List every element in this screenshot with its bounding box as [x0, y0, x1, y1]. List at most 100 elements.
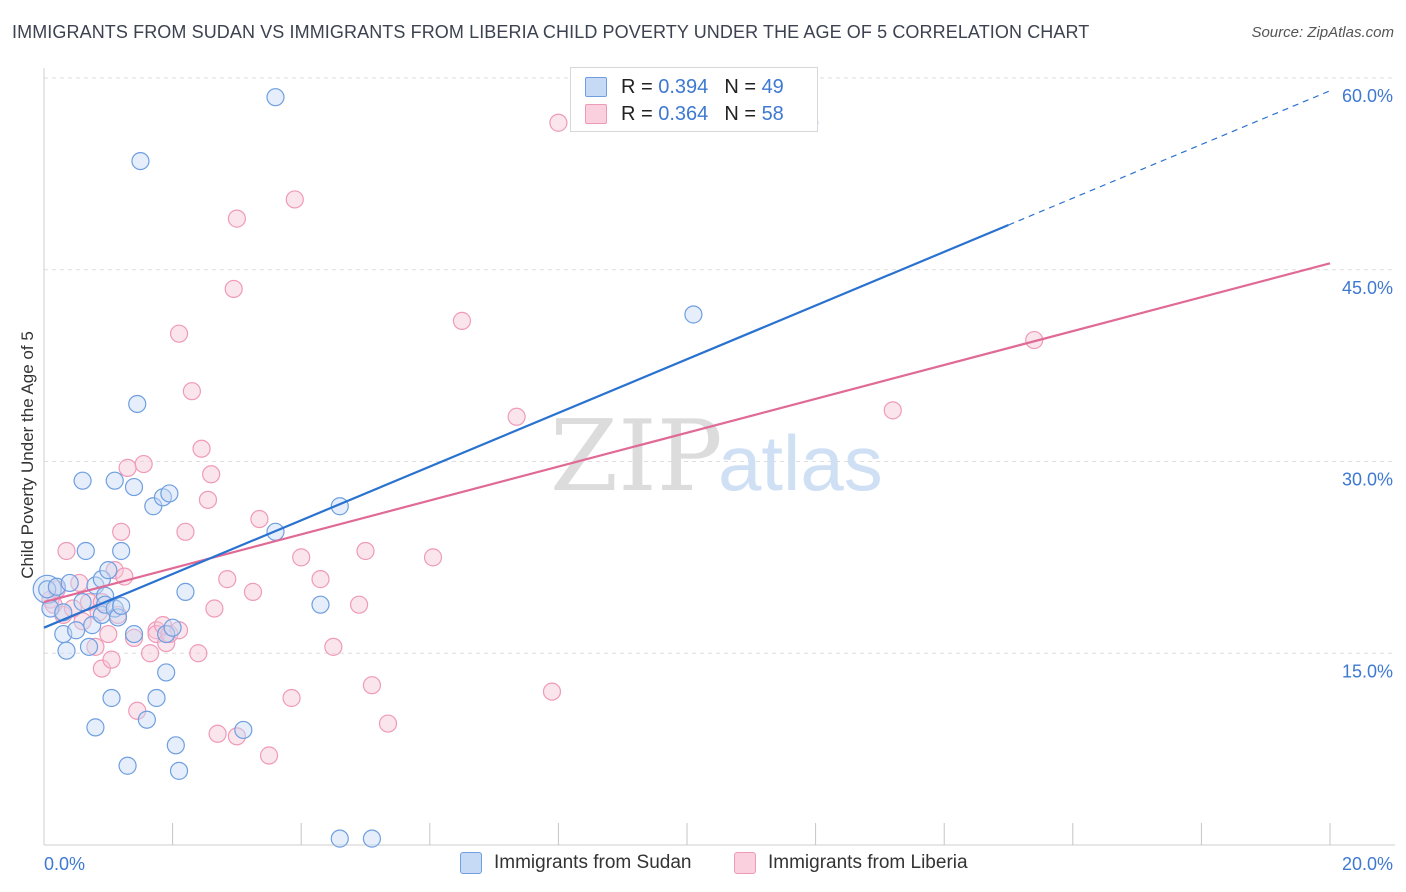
- legend-n-label: N =: [724, 102, 756, 125]
- sudan-point: [32, 574, 62, 604]
- y-tick-label: 30.0%: [1342, 470, 1393, 490]
- legend-item-liberia[interactable]: Immigrants from Liberia: [734, 852, 968, 874]
- legend-item-sudan[interactable]: Immigrants from Sudan: [460, 852, 691, 874]
- legend-r-label: R =: [621, 102, 653, 125]
- tick-labels: 15.0% 30.0% 45.0% 60.0% 0.0% 20.0%: [44, 86, 1393, 874]
- liberia-point: [285, 190, 304, 209]
- legend-label-liberia: Immigrants from Liberia: [768, 852, 968, 873]
- liberia-point: [118, 458, 137, 477]
- sudan-point: [234, 720, 253, 740]
- sudan-point: [684, 305, 703, 324]
- sudan-point: [166, 736, 185, 755]
- x-tick-label: 0.0%: [44, 854, 85, 874]
- liberia-point: [362, 676, 382, 695]
- legend-n-label: N =: [724, 75, 756, 98]
- liberia-point: [134, 454, 153, 474]
- liberia-point: [124, 628, 144, 648]
- sudan-point: [79, 637, 99, 656]
- y-tick-label: 15.0%: [1342, 661, 1393, 681]
- chart-title: IMMIGRANTS FROM SUDAN VS IMMIGRANTS FROM…: [12, 22, 1090, 42]
- sudan-point: [76, 541, 95, 561]
- liberia-swatch: [585, 104, 607, 124]
- liberia-point: [452, 311, 472, 330]
- sudan-point: [112, 541, 131, 561]
- legend-r-value: 0.394: [658, 75, 709, 98]
- liberia-point: [542, 682, 562, 701]
- liberia-point: [112, 522, 131, 541]
- liberia-point: [378, 714, 398, 733]
- liberia-point: [176, 522, 195, 541]
- watermark-zip: ZIP: [550, 400, 723, 514]
- sudan-point: [131, 151, 150, 171]
- liberia-point: [192, 439, 211, 458]
- legend-row-sudan: R = 0.394 N = 49: [585, 74, 784, 100]
- sudan-point: [176, 582, 195, 601]
- liberia-point: [86, 637, 105, 656]
- correlation-legend: R = 0.394 N = 49 R = 0.364 N = 58: [570, 67, 818, 132]
- sudan-point: [169, 761, 189, 780]
- series-legend: Immigrants from Sudan Immigrants from Li…: [0, 852, 1406, 878]
- sudan-point: [124, 624, 144, 644]
- sudan-swatch: [585, 77, 607, 97]
- liberia-point: [423, 548, 443, 567]
- sudan-trend-line: [43, 223, 1009, 629]
- liberia-point: [73, 612, 92, 631]
- liberia-point: [311, 570, 330, 589]
- sudan-point: [99, 561, 118, 580]
- sudan-point: [128, 394, 147, 414]
- sudan-point: [147, 688, 166, 708]
- sudan-point: [266, 88, 285, 107]
- liberia-point: [218, 570, 237, 589]
- watermark-atlas: atlas: [718, 419, 883, 507]
- sudan-point: [105, 471, 124, 490]
- sudan-point: [362, 829, 382, 848]
- sudan-point: [137, 710, 156, 729]
- axes: [43, 68, 1395, 846]
- liberia-point: [324, 637, 343, 656]
- liberia-point: [292, 548, 311, 567]
- y-tick-label: 45.0%: [1342, 278, 1393, 298]
- liberia-point: [208, 724, 227, 743]
- liberia-point: [259, 746, 279, 765]
- y-axis-label: Child Poverty Under the Age of 5: [18, 331, 37, 579]
- liberia-point: [57, 541, 76, 561]
- sudan-point: [54, 603, 73, 622]
- liberia-point: [549, 113, 568, 132]
- legend-n-value: 58: [761, 102, 784, 125]
- liberia-point: [99, 624, 118, 644]
- trend-lines: [43, 90, 1331, 629]
- liberia-point: [102, 650, 121, 669]
- sudan-point: [118, 756, 137, 775]
- sudan-point: [102, 688, 121, 708]
- liberia-points: [41, 113, 1044, 765]
- liberia-point: [349, 595, 369, 614]
- x-tick-label: 20.0%: [1342, 854, 1393, 874]
- legend-n-value: 49: [761, 75, 784, 98]
- y-tick-label: 60.0%: [1342, 86, 1393, 106]
- liberia-point: [169, 324, 189, 343]
- sudan-point: [86, 718, 105, 737]
- liberia-point: [356, 541, 375, 561]
- liberia-point: [198, 490, 218, 509]
- sudan-point: [112, 596, 131, 616]
- source-label: Source: ZipAtlas.com: [1251, 24, 1394, 41]
- legend-label-sudan: Immigrants from Sudan: [494, 852, 692, 873]
- liberia-point: [140, 644, 160, 663]
- liberia-point: [182, 382, 201, 401]
- liberia-point: [227, 209, 246, 228]
- sudan-point: [108, 608, 128, 627]
- sudan-trend-extension: [1008, 90, 1331, 226]
- sudan-point: [124, 477, 144, 497]
- sudan-point: [330, 829, 349, 848]
- liberia-point: [205, 599, 224, 618]
- liberia-point: [105, 561, 124, 580]
- sudan-point: [67, 621, 86, 640]
- grid-lines: [44, 77, 1395, 654]
- sudan-point: [157, 663, 176, 682]
- sudan-point: [160, 484, 179, 503]
- liberia-point: [250, 509, 269, 529]
- sudan-point: [60, 573, 79, 593]
- watermark: ZIP atlas: [550, 400, 883, 514]
- liberia-point: [243, 582, 263, 601]
